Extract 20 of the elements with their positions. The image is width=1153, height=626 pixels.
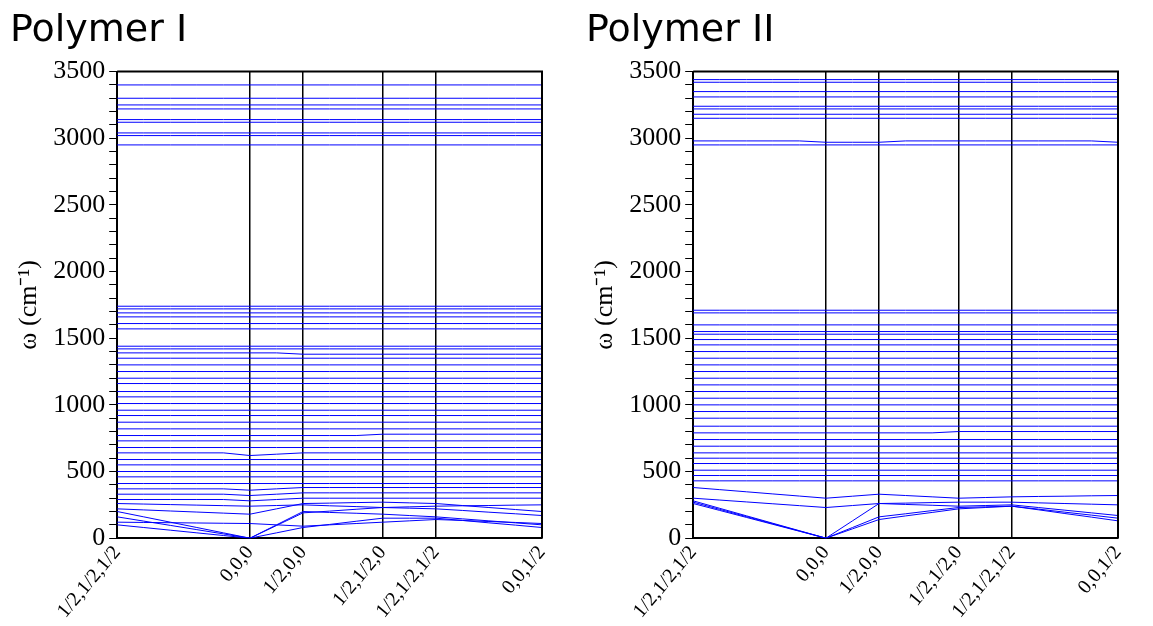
chart-title: Polymer I [10, 5, 188, 50]
chart-title: Polymer II [586, 5, 775, 50]
y-tick-label: 1000 [53, 388, 106, 418]
y-tick-label: 1000 [629, 388, 682, 418]
y-tick-label: 3500 [53, 55, 106, 85]
y-tick-label: 2500 [629, 188, 682, 218]
y-tick-label: 2500 [53, 188, 106, 218]
y-tick-label: 0 [668, 522, 682, 552]
y-tick-label: 2000 [629, 255, 682, 285]
y-tick-label: 3000 [629, 122, 682, 152]
y-tick-label: 500 [66, 455, 106, 485]
y-axis-title: ω (cm⁻¹) [589, 260, 619, 350]
y-tick-label: 2000 [53, 255, 106, 285]
y-tick-label: 1500 [629, 322, 682, 352]
y-tick-label: 3500 [629, 55, 682, 85]
y-axis-title: ω (cm⁻¹) [13, 260, 43, 350]
y-tick-label: 3000 [53, 122, 106, 152]
y-tick-label: 500 [642, 455, 682, 485]
y-tick-label: 0 [92, 522, 106, 552]
y-tick-label: 1500 [53, 322, 106, 352]
